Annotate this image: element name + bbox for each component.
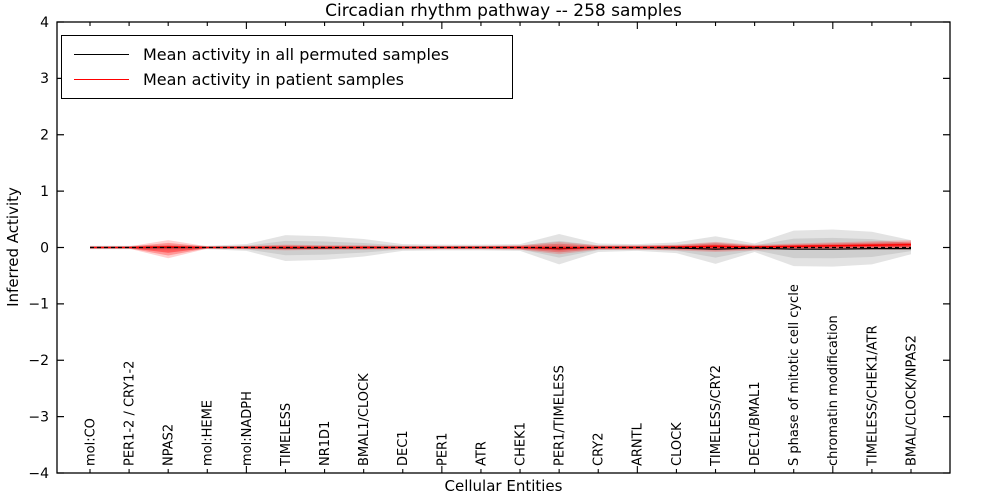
x-tick-label: mol:CO <box>83 418 98 466</box>
x-tick-label: chromatin modification <box>826 315 841 466</box>
legend-line-sample-1 <box>74 79 129 80</box>
legend-label: Mean activity in all permuted samples <box>143 45 450 64</box>
x-tick-label: mol:NADPH <box>240 391 255 466</box>
legend-line-sample-0 <box>74 54 129 55</box>
legend-item: Mean activity in patient samples <box>74 67 504 92</box>
chart-title: Circadian rhythm pathway -- 258 samples <box>325 1 682 21</box>
y-tick-label: −1 <box>28 297 49 313</box>
patient-band-mid <box>90 241 911 256</box>
x-tick-label: TIMELESS <box>279 403 294 467</box>
x-tick-label: TIMELESS/CHEK1/ATR <box>865 325 880 467</box>
x-tick-label: BMAL1/CLOCK <box>357 373 372 466</box>
legend-label: Mean activity in patient samples <box>143 70 404 89</box>
x-tick-label: mol:HEME <box>201 400 216 466</box>
x-tick-label: CRY2 <box>592 433 607 467</box>
x-tick-label: ATR <box>474 441 489 466</box>
y-tick-label: 4 <box>40 15 49 31</box>
x-axis-label: Cellular Entities <box>444 477 563 495</box>
x-tick-label: DEC1/BMAL1 <box>748 382 763 467</box>
x-tick-label: DEC1 <box>396 430 411 466</box>
x-tick-label: PER1 <box>435 433 450 466</box>
y-tick-label: 1 <box>40 184 49 200</box>
y-tick-label: −3 <box>28 409 49 425</box>
x-tick-label: S phase of mitotic cell cycle <box>787 284 802 466</box>
patient-band-outer <box>90 240 911 259</box>
x-tick-label: TIMELESS/CRY2 <box>709 365 724 467</box>
x-tick-label: PER1/TIMELESS <box>553 365 568 466</box>
x-tick-label: PER1-2 / CRY1-2 <box>123 361 138 466</box>
x-tick-label: ARNTL <box>631 422 646 466</box>
x-tick-label: CHEK1 <box>513 422 528 466</box>
x-tick-label: NR1D1 <box>318 421 333 466</box>
x-tick-label: NPAS2 <box>162 424 177 466</box>
y-tick-label: 3 <box>40 71 49 87</box>
legend: Mean activity in all permuted samples Mea… <box>61 35 513 99</box>
y-tick-label: 0 <box>40 240 49 256</box>
y-tick-label: −2 <box>28 353 49 369</box>
x-tick-label: CLOCK <box>670 422 685 466</box>
y-tick-label: −4 <box>28 466 49 482</box>
legend-item: Mean activity in all permuted samples <box>74 42 504 67</box>
x-tick-label: BMAL/CLOCK/NPAS2 <box>904 335 919 466</box>
y-tick-label: 2 <box>40 128 49 144</box>
